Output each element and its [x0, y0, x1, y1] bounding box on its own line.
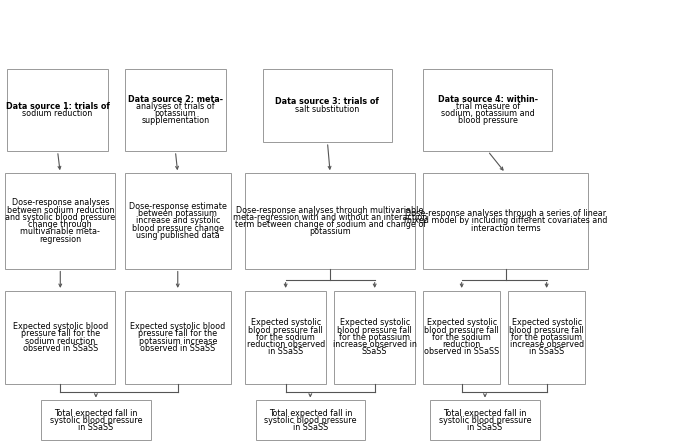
Text: salt substitution: salt substitution: [295, 105, 360, 114]
Bar: [41, 400, 151, 440]
Text: blood pressure fall: blood pressure fall: [337, 326, 412, 335]
Text: increase observed: increase observed: [510, 340, 584, 349]
Text: meta-regression with and without an interaction: meta-regression with and without an inte…: [233, 213, 427, 222]
Text: blood pressure fall: blood pressure fall: [248, 326, 323, 335]
Bar: [245, 291, 326, 384]
Text: Data source 1: trials of: Data source 1: trials of: [5, 102, 110, 111]
Text: Dose-response analyses: Dose-response analyses: [12, 198, 109, 207]
Text: trial measure of: trial measure of: [456, 102, 520, 111]
Bar: [245, 173, 415, 269]
Text: blood pressure: blood pressure: [458, 116, 518, 125]
Text: blood pressure fall: blood pressure fall: [424, 326, 499, 335]
Bar: [334, 291, 415, 384]
Text: increase observed in: increase observed in: [333, 340, 416, 349]
Text: for the sodium: for the sodium: [256, 333, 315, 342]
Text: term between change of sodium and change of: term between change of sodium and change…: [234, 220, 426, 229]
Bar: [423, 69, 552, 151]
Text: Expected systolic: Expected systolic: [512, 318, 582, 327]
Text: sodium, potassium and: sodium, potassium and: [441, 109, 534, 118]
Bar: [5, 173, 115, 269]
Text: using published data: using published data: [136, 231, 220, 240]
Text: Data source 2: meta-: Data source 2: meta-: [128, 95, 223, 103]
Bar: [5, 291, 115, 384]
Text: systolic blood pressure: systolic blood pressure: [438, 416, 532, 425]
Text: Total expected fall in: Total expected fall in: [54, 409, 138, 418]
Bar: [430, 400, 540, 440]
Text: potassium: potassium: [310, 227, 351, 236]
Text: systolic blood pressure: systolic blood pressure: [49, 416, 142, 425]
Text: blood pressure change: blood pressure change: [132, 224, 224, 233]
Text: sodium reduction: sodium reduction: [23, 109, 92, 118]
Text: between sodium reduction: between sodium reduction: [7, 206, 114, 214]
Text: sodium reduction: sodium reduction: [25, 337, 95, 345]
Text: increase and systolic: increase and systolic: [136, 216, 220, 226]
Text: potassium: potassium: [155, 109, 196, 118]
Text: multivariable meta-: multivariable meta-: [21, 227, 100, 236]
Text: Expected systolic: Expected systolic: [427, 318, 497, 327]
Text: pressure fall for the: pressure fall for the: [138, 329, 217, 338]
Text: change through: change through: [29, 220, 92, 229]
Text: analyses of trials of: analyses of trials of: [136, 102, 214, 111]
Text: for the potassium: for the potassium: [511, 333, 582, 342]
Text: Dose-response analyses through a series of linear: Dose-response analyses through a series …: [405, 209, 606, 218]
Text: Data source 3: trials of: Data source 3: trials of: [275, 97, 379, 106]
Bar: [125, 291, 231, 384]
Text: Dose-response estimate: Dose-response estimate: [129, 202, 227, 211]
Bar: [423, 173, 588, 269]
Text: in SSaSS: in SSaSS: [268, 348, 303, 357]
Text: reduction: reduction: [443, 340, 481, 349]
Text: Total expected fall in: Total expected fall in: [269, 409, 352, 418]
Text: Expected systolic blood: Expected systolic blood: [12, 322, 108, 331]
Text: Data source 4: within-: Data source 4: within-: [438, 95, 538, 103]
Text: supplementation: supplementation: [141, 116, 210, 125]
Text: in SSaSS: in SSaSS: [292, 423, 328, 432]
Bar: [508, 291, 585, 384]
Text: for the potassium: for the potassium: [339, 333, 410, 342]
Text: observed in SSaSS: observed in SSaSS: [424, 348, 499, 357]
Text: Dose-response analyses through multivariable: Dose-response analyses through multivari…: [236, 206, 424, 214]
Text: reduction observed: reduction observed: [247, 340, 325, 349]
Text: in SSaSS: in SSaSS: [529, 348, 564, 357]
Text: Expected systolic blood: Expected systolic blood: [130, 322, 225, 331]
Bar: [256, 400, 365, 440]
Bar: [423, 291, 500, 384]
Bar: [7, 69, 108, 151]
Text: potassium increase: potassium increase: [138, 337, 217, 345]
Text: pressure fall for the: pressure fall for the: [21, 329, 100, 338]
Text: blood pressure fall: blood pressure fall: [509, 326, 584, 335]
Text: Expected systolic: Expected systolic: [340, 318, 410, 327]
Bar: [263, 69, 392, 142]
Text: SSaSS: SSaSS: [362, 348, 388, 357]
Text: regression: regression: [39, 234, 82, 243]
Text: mixed model by including different covariates and: mixed model by including different covar…: [404, 216, 607, 226]
Text: Expected systolic: Expected systolic: [251, 318, 321, 327]
Text: systolic blood pressure: systolic blood pressure: [264, 416, 357, 425]
Bar: [125, 173, 231, 269]
Text: observed in SSaSS: observed in SSaSS: [23, 344, 98, 353]
Text: interaction terms: interaction terms: [471, 224, 540, 233]
Bar: [125, 69, 226, 151]
Text: Total expected fall in: Total expected fall in: [443, 409, 527, 418]
Text: in SSaSS: in SSaSS: [78, 423, 114, 432]
Text: in SSaSS: in SSaSS: [467, 423, 503, 432]
Text: and systolic blood pressure: and systolic blood pressure: [5, 213, 115, 222]
Text: observed in SSaSS: observed in SSaSS: [140, 344, 215, 353]
Text: between potassium: between potassium: [138, 209, 217, 218]
Text: for the sodium: for the sodium: [432, 333, 491, 342]
